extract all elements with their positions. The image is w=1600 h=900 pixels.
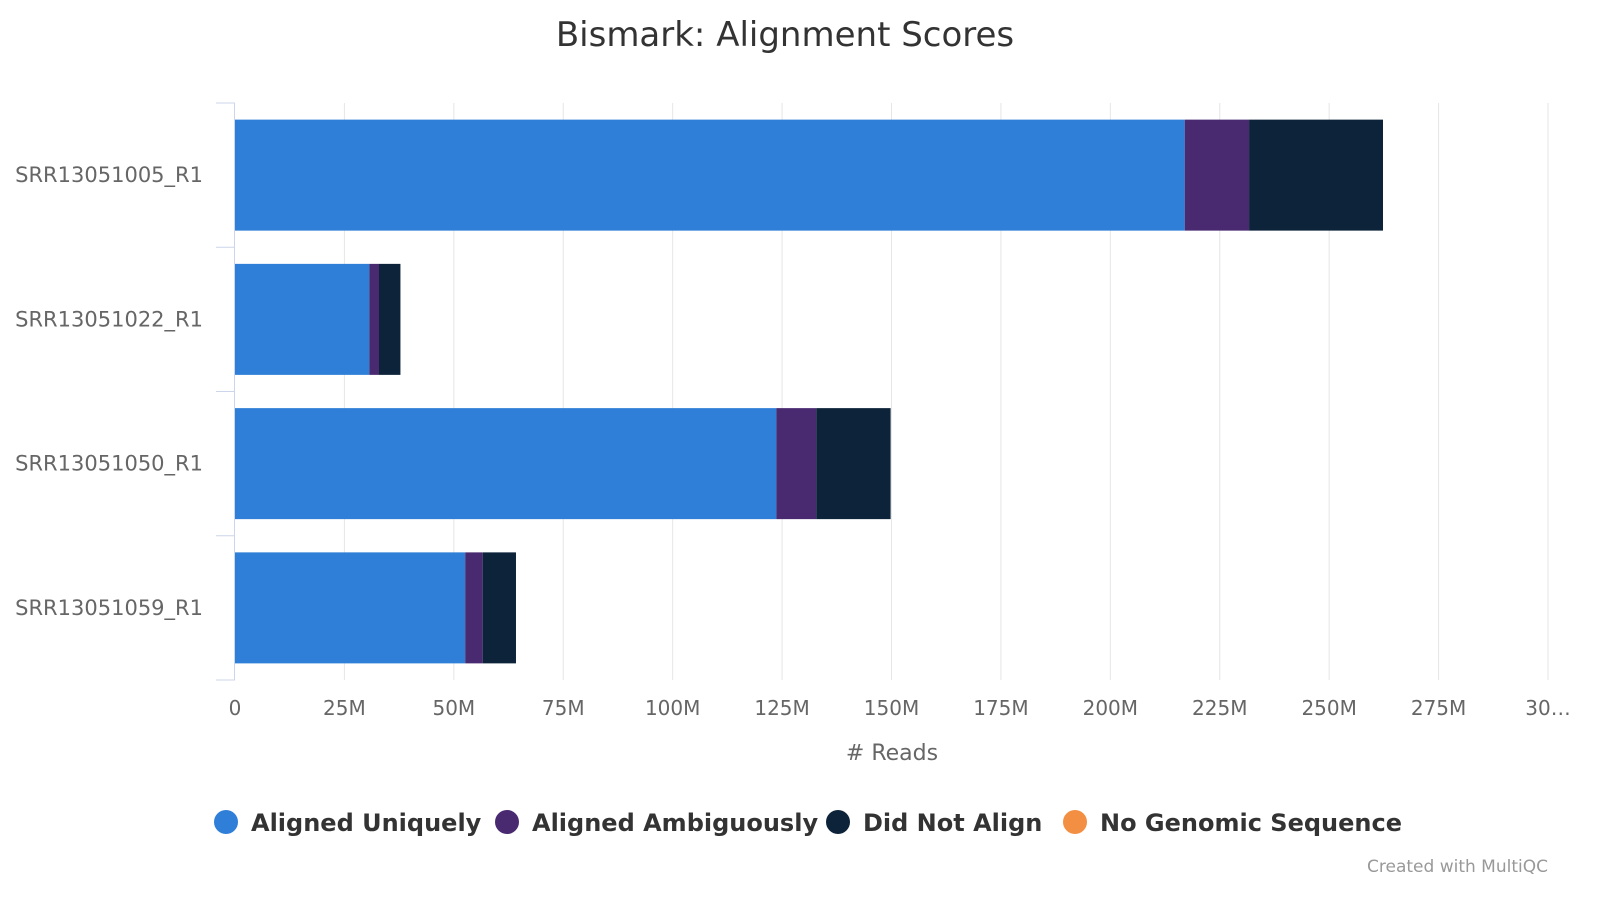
x-tick-label: 50M — [432, 696, 475, 720]
y-category-label: SRR13051022_R1 — [15, 307, 203, 332]
legend-marker[interactable] — [495, 810, 519, 834]
x-tick-label: 175M — [973, 696, 1028, 720]
x-tick-label: 225M — [1192, 696, 1247, 720]
legend: Aligned Uniquely Aligned Ambiguously Did N… — [214, 809, 1402, 837]
x-tick-label: 250M — [1301, 696, 1356, 720]
x-tick-label: 200M — [1083, 696, 1138, 720]
bar-segment[interactable] — [235, 408, 777, 520]
x-tick-label: 75M — [542, 696, 585, 720]
credit-text: Created with MultiQC — [1367, 857, 1548, 877]
bar-segment[interactable] — [482, 552, 516, 664]
y-category-label: SRR13051050_R1 — [15, 452, 203, 477]
legend-marker[interactable] — [1063, 810, 1087, 834]
bar-segment[interactable] — [378, 263, 401, 375]
y-axis: SRR13051005_R1 SRR13051022_R1 SRR13051050_… — [15, 102, 235, 681]
bar-segment[interactable] — [369, 263, 379, 375]
x-tick-label: 0 — [229, 696, 242, 720]
legend-label[interactable]: No Genomic Sequence — [1100, 809, 1402, 837]
x-tick-label: 30… — [1525, 696, 1570, 720]
bar-segment[interactable] — [235, 552, 466, 664]
legend-label[interactable]: Aligned Ambiguously — [532, 809, 818, 837]
x-axis: 0 25M 50M 75M 100M 125M 150M 175M 200M 225M 250M 27… — [229, 696, 1571, 720]
bar-segment[interactable] — [235, 119, 1185, 231]
x-axis-title: # Reads — [846, 741, 938, 766]
y-category-label: SRR13051005_R1 — [15, 163, 203, 188]
chart-title: Bismark: Alignment Scores — [556, 15, 1014, 55]
bar-series — [235, 119, 1383, 664]
bar-segment[interactable] — [1184, 119, 1250, 231]
bar-segment[interactable] — [1249, 119, 1383, 231]
legend-marker[interactable] — [826, 810, 850, 834]
bar-segment[interactable] — [776, 408, 817, 520]
bar-segment[interactable] — [816, 408, 891, 520]
legend-marker[interactable] — [214, 810, 238, 834]
x-tick-label: 125M — [754, 696, 809, 720]
legend-label[interactable]: Aligned Uniquely — [251, 809, 482, 837]
legend-label[interactable]: Did Not Align — [863, 809, 1042, 837]
x-tick-label: 100M — [645, 696, 700, 720]
bar-segment[interactable] — [235, 263, 370, 375]
x-tick-label: 150M — [864, 696, 919, 720]
x-tick-label: 25M — [323, 696, 366, 720]
y-category-label: SRR13051059_R1 — [15, 596, 203, 621]
bar-segment[interactable] — [465, 552, 483, 664]
x-tick-label: 275M — [1411, 696, 1466, 720]
